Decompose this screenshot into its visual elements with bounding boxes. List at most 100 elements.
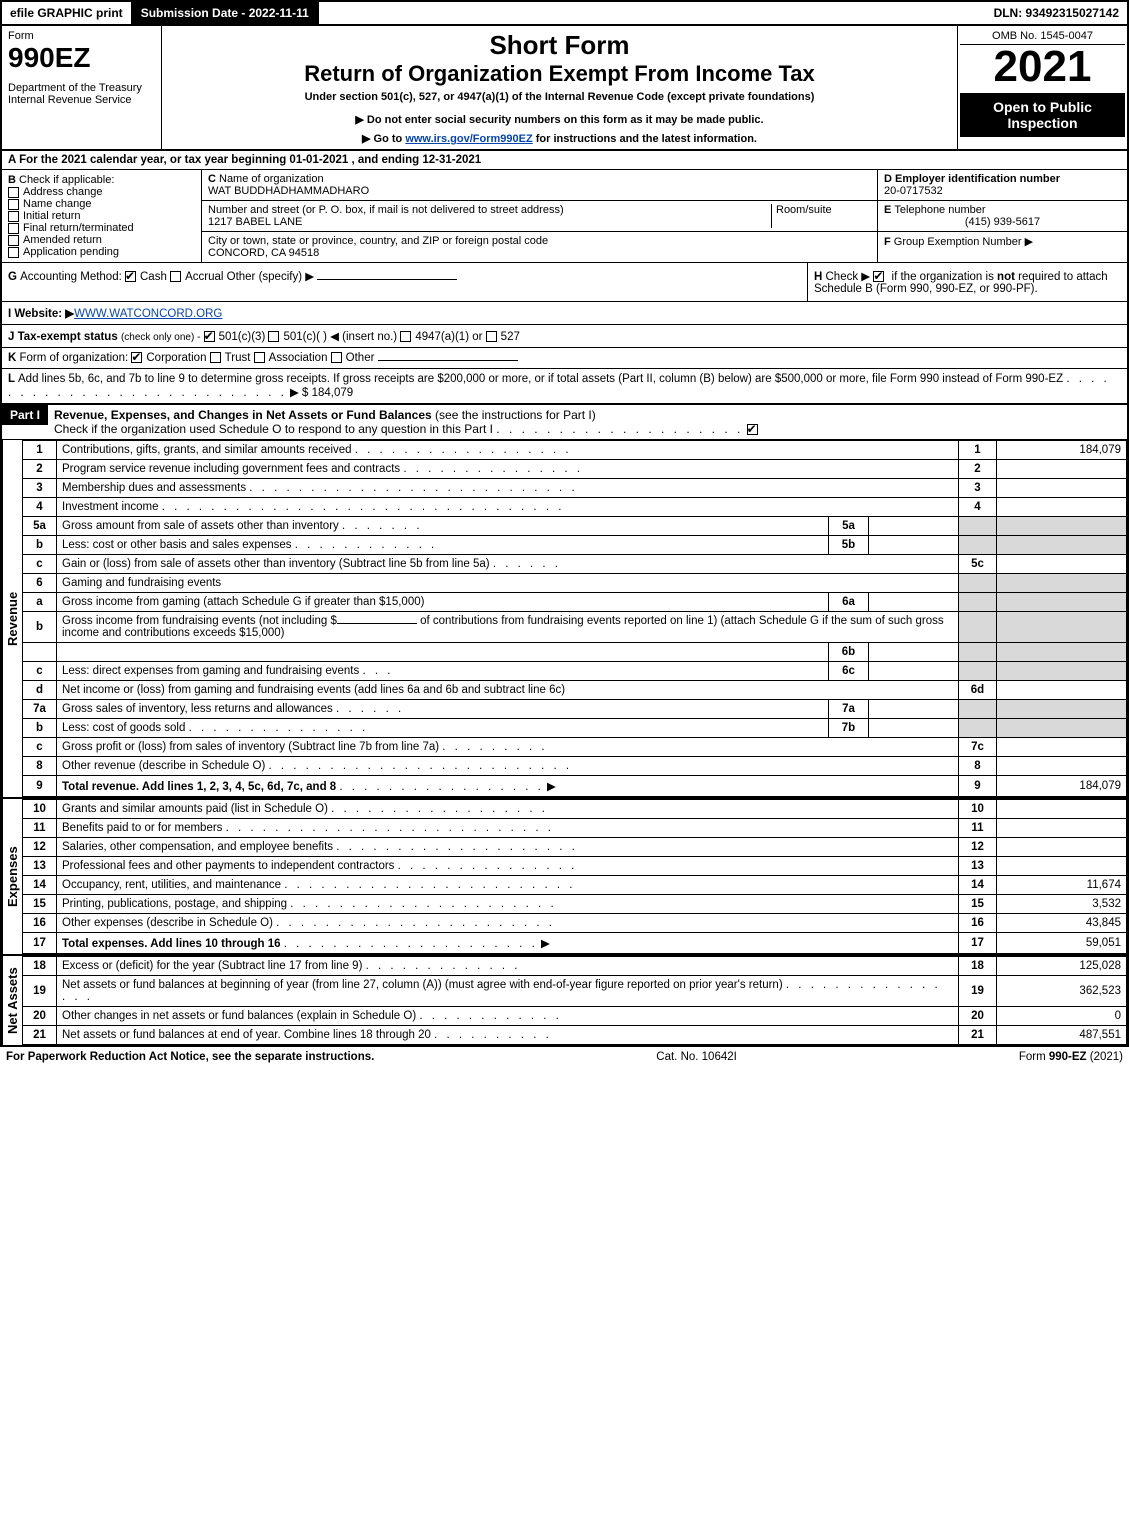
website-link[interactable]: WWW.WATCONCORD.ORG <box>74 308 222 320</box>
j-4947: 4947(a)(1) or <box>415 331 482 343</box>
expenses-label: Expenses <box>2 799 22 954</box>
chk-pending[interactable] <box>8 247 19 258</box>
row-l: L Add lines 5b, 6c, and 7b to line 9 to … <box>0 369 1129 405</box>
part-i-title: Revenue, Expenses, and Changes in Net As… <box>54 408 432 422</box>
f-label: Group Exemption Number <box>894 236 1022 248</box>
revenue-label: Revenue <box>2 440 22 797</box>
org-address: 1217 BABEL LANE <box>208 216 771 228</box>
line17-v: 59,051 <box>997 933 1127 954</box>
h-check: Check ▶ <box>826 271 871 283</box>
chk-other-org[interactable] <box>331 352 342 363</box>
line7a-m: 7a <box>829 700 869 719</box>
chk-4947[interactable] <box>400 331 411 342</box>
line1-text: Contributions, gifts, grants, and simila… <box>62 444 352 456</box>
chk-initial[interactable] <box>8 211 19 222</box>
line16-n: 16 <box>959 914 997 933</box>
phone-value: (415) 939-5617 <box>884 216 1121 228</box>
irs-label: Internal Revenue Service <box>8 94 155 106</box>
part-i-badge: Part I <box>2 405 48 425</box>
k-assoc: Association <box>269 352 328 364</box>
section-c: C Name of organization WAT BUDDHADHAMMAD… <box>202 170 877 262</box>
under-section: Under section 501(c), 527, or 4947(a)(1)… <box>162 91 957 103</box>
line3-n: 3 <box>959 479 997 498</box>
chk-assoc[interactable] <box>254 352 265 363</box>
line5c-n: 5c <box>959 555 997 574</box>
c-city-label: City or town, state or province, country… <box>208 235 871 247</box>
line5c-text: Gain or (loss) from sale of assets other… <box>62 558 490 570</box>
j-527: 527 <box>501 331 520 343</box>
line20-text: Other changes in net assets or fund bala… <box>62 1010 416 1022</box>
chk-501c3[interactable] <box>204 331 215 342</box>
part-i-check-o: Check if the organization used Schedule … <box>54 422 493 436</box>
line17-text: Total expenses. Add lines 10 through 16 <box>62 938 281 950</box>
line15-v: 3,532 <box>997 895 1127 914</box>
line13-v <box>997 857 1127 876</box>
line20-v: 0 <box>997 1007 1127 1026</box>
opt-address: Address change <box>23 186 103 198</box>
chk-cash[interactable] <box>125 271 136 282</box>
room-label: Room/suite <box>771 204 871 228</box>
k-corp: Corporation <box>146 352 206 364</box>
chk-trust[interactable] <box>210 352 221 363</box>
chk-schedule-b[interactable] <box>873 271 884 282</box>
tax-year: 2021 <box>960 45 1125 89</box>
footer-right-pre: Form <box>1019 1051 1049 1063</box>
opt-pending: Application pending <box>23 246 119 258</box>
line2-v <box>997 460 1127 479</box>
j-label: Tax-exempt status <box>18 331 118 343</box>
chk-schedule-o[interactable] <box>747 424 758 435</box>
line6c-text: Less: direct expenses from gaming and fu… <box>62 665 359 677</box>
revenue-block: Revenue 1 Contributions, gifts, grants, a… <box>0 440 1129 799</box>
line11-text: Benefits paid to or for members <box>62 822 222 834</box>
g-accrual: Accrual <box>185 271 223 283</box>
line13-n: 13 <box>959 857 997 876</box>
line7c-v <box>997 738 1127 757</box>
section-def: D Employer identification number 20-0717… <box>877 170 1127 262</box>
info-block: B Check if applicable: Address change Na… <box>0 170 1129 263</box>
netassets-table: 18Excess or (deficit) for the year (Subt… <box>22 956 1127 1045</box>
opt-name: Name change <box>23 198 92 210</box>
line10-text: Grants and similar amounts paid (list in… <box>62 803 328 815</box>
row-a-text: For the 2021 calendar year, or tax year … <box>19 154 481 166</box>
j-501c3: 501(c)(3) <box>219 331 266 343</box>
line7b-text: Less: cost of goods sold <box>62 722 185 734</box>
line4-text: Investment income <box>62 501 159 513</box>
line19-n: 19 <box>959 976 997 1007</box>
line1-n: 1 <box>959 441 997 460</box>
chk-501c[interactable] <box>268 331 279 342</box>
line10-n: 10 <box>959 800 997 819</box>
line17-n: 17 <box>959 933 997 954</box>
line6d-v <box>997 681 1127 700</box>
efile-text: efile GRAPHIC print <box>10 6 123 20</box>
submission-text: Submission Date - 2022-11-11 <box>141 6 309 20</box>
irs-link[interactable]: www.irs.gov/Form990EZ <box>405 133 532 145</box>
footer-right-b: 990-EZ <box>1049 1051 1087 1063</box>
line6d-n: 6d <box>959 681 997 700</box>
expenses-block: Expenses 10 Grants and similar amounts pa… <box>0 799 1129 956</box>
line14-v: 11,674 <box>997 876 1127 895</box>
chk-name[interactable] <box>8 199 19 210</box>
line6a-text: Gross income from gaming (attach Schedul… <box>62 596 424 608</box>
chk-address[interactable] <box>8 187 19 198</box>
opt-initial: Initial return <box>23 210 80 222</box>
org-city: CONCORD, CA 94518 <box>208 247 871 259</box>
header-left: Form 990EZ Department of the Treasury In… <box>2 26 162 149</box>
chk-accrual[interactable] <box>170 271 181 282</box>
j-note: (check only one) - <box>121 332 200 343</box>
chk-final[interactable] <box>8 223 19 234</box>
line7a-text: Gross sales of inventory, less returns a… <box>62 703 333 715</box>
h-not: not <box>997 271 1015 283</box>
chk-527[interactable] <box>486 331 497 342</box>
line18-text: Excess or (deficit) for the year (Subtra… <box>62 960 362 972</box>
h-rest: if the organization is <box>892 271 994 283</box>
line6b-pre: Gross income from fundraising events (no… <box>62 615 337 627</box>
efile-print: efile GRAPHIC print <box>2 2 133 24</box>
line6-text: Gaming and fundraising events <box>57 574 959 593</box>
line19-v: 362,523 <box>997 976 1127 1007</box>
g-other: Other (specify) ▶ <box>227 271 314 283</box>
line19-text: Net assets or fund balances at beginning… <box>62 979 783 991</box>
line7c-text: Gross profit or (loss) from sales of inv… <box>62 741 439 753</box>
chk-amended[interactable] <box>8 235 19 246</box>
line20-n: 20 <box>959 1007 997 1026</box>
chk-corp[interactable] <box>131 352 142 363</box>
